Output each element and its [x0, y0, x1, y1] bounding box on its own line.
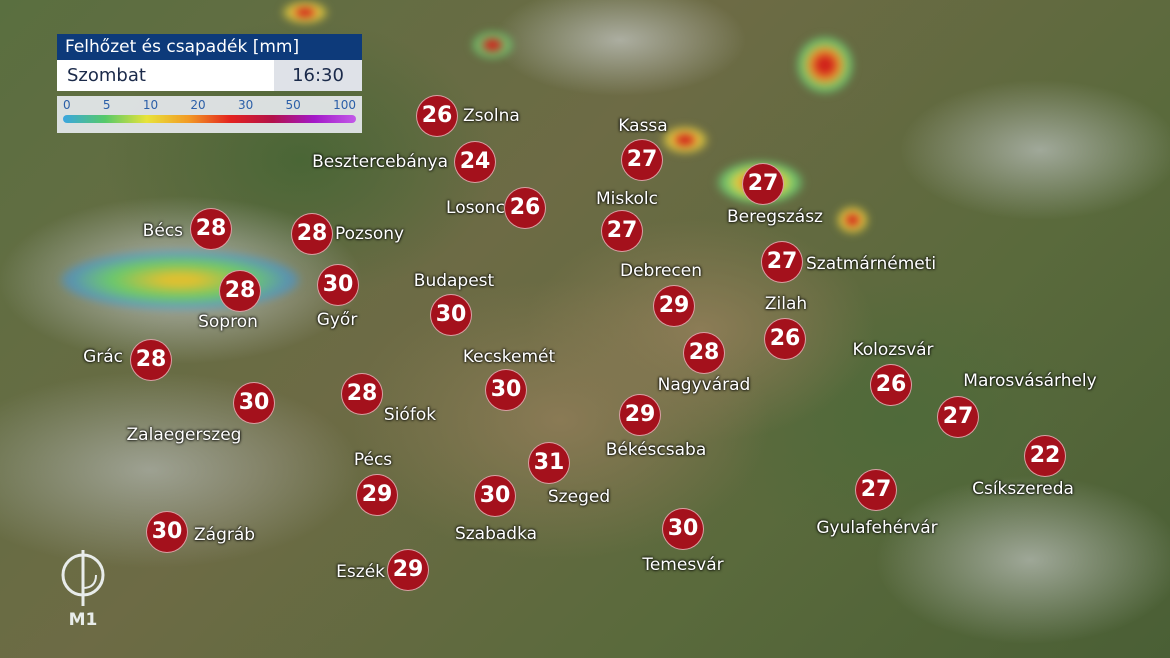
city-label: Marosvásárhely	[963, 371, 1097, 391]
temperature-badge: 26	[504, 187, 546, 229]
temperature-badge: 30	[317, 264, 359, 306]
temperature-badge: 28	[341, 373, 383, 415]
city-label: Budapest	[413, 271, 495, 291]
city-label: Szeged	[547, 487, 611, 507]
temperature-badge: 28	[130, 339, 172, 381]
temperature-badge: 29	[653, 285, 695, 327]
temperature-badge: 26	[764, 318, 806, 360]
temperature-badge: 28	[683, 332, 725, 374]
precipitation-scale: 0 5 10 20 30 50 100	[57, 96, 362, 133]
city-label: Sopron	[198, 312, 258, 332]
city-label: Besztercebánya	[312, 152, 448, 172]
color-scale-bar	[63, 115, 356, 123]
temperature-badge: 30	[146, 511, 188, 553]
scale-tick: 20	[190, 98, 206, 112]
city-label: Miskolc	[596, 189, 658, 209]
city-label: Szabadka	[454, 524, 538, 544]
temperature-badge: 27	[761, 241, 803, 283]
scale-tick: 5	[102, 98, 111, 112]
temperature-badge: 26	[870, 364, 912, 406]
city-label: Losonc	[446, 198, 505, 218]
scale-tick: 30	[237, 98, 254, 112]
temperature-badge: 27	[855, 469, 897, 511]
city-label: Bécs	[142, 221, 183, 241]
temperature-badge: 29	[356, 474, 398, 516]
temperature-badge: 28	[190, 208, 232, 250]
city-label: Zsolna	[463, 106, 520, 126]
city-label: Grác	[83, 347, 123, 367]
legend-title: Felhőzet és csapadék [mm]	[57, 34, 362, 60]
city-label: Csíkszereda	[972, 479, 1074, 499]
temperature-badge: 31	[528, 442, 570, 484]
temperature-badge: 30	[474, 475, 516, 517]
temperature-badge: 30	[485, 369, 527, 411]
m1-logo-text: M1	[68, 610, 98, 630]
temperature-badge: 30	[233, 382, 275, 424]
city-label: Békéscsaba	[605, 440, 707, 460]
temperature-badge: 22	[1024, 435, 1066, 477]
city-label: Beregszász	[727, 207, 823, 227]
legend-panel: Felhőzet és csapadék [mm] Szombat 16:30 …	[57, 34, 362, 133]
temperature-badge: 30	[430, 294, 472, 336]
temperature-badge: 27	[937, 396, 979, 438]
city-label: Temesvár	[642, 555, 724, 575]
temperature-badge: 27	[742, 163, 784, 205]
temperature-badge: 28	[219, 270, 261, 312]
city-label: Kecskemét	[462, 347, 556, 367]
temperature-badge: 29	[619, 394, 661, 436]
m1-logo-icon	[61, 550, 105, 606]
temperature-badge: 30	[662, 508, 704, 550]
city-label: Győr	[316, 310, 358, 330]
temperature-badge: 27	[601, 210, 643, 252]
temperature-badge: 26	[416, 95, 458, 137]
city-label: Zalaegerszeg	[126, 425, 242, 445]
temperature-badge: 29	[387, 549, 429, 591]
city-label: Eszék	[336, 562, 385, 582]
city-label: Zilah	[764, 294, 808, 314]
day-label: Szombat	[57, 60, 274, 91]
temperature-badge: 24	[454, 141, 496, 183]
scale-tick: 50	[285, 98, 301, 112]
city-label: Nagyvárad	[657, 375, 751, 395]
city-label: Zágráb	[194, 525, 256, 545]
city-label: Pozsony	[335, 224, 405, 244]
scale-tick: 0	[63, 98, 71, 112]
temperature-badge: 28	[291, 213, 333, 255]
city-label: Pécs	[353, 450, 393, 470]
city-label: Siófok	[383, 405, 437, 425]
scale-tick: 100	[333, 98, 356, 112]
city-label: Kassa	[618, 116, 668, 136]
city-label: Gyulafehérvár	[816, 518, 938, 538]
city-label: Kolozsvár	[852, 340, 934, 360]
city-label: Szatmárnémeti	[806, 254, 937, 274]
scale-tick: 10	[142, 98, 159, 112]
m1-logo: M1	[58, 548, 108, 638]
temperature-badge: 27	[621, 139, 663, 181]
city-label: Debrecen	[620, 261, 702, 281]
time-label: 16:30	[274, 60, 362, 91]
